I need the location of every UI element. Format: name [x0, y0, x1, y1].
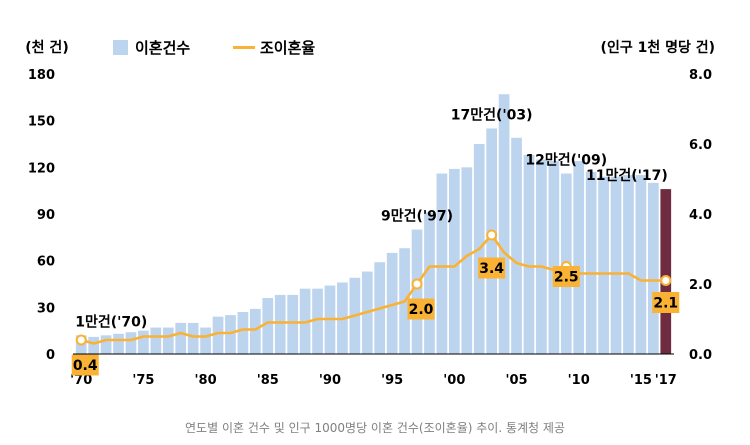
rate-label-2009: 2.5 [554, 270, 579, 286]
legend-swatch-divorces [113, 40, 128, 55]
bar-2011 [585, 172, 597, 354]
legend-label-divorces: 이혼건수 [135, 39, 190, 57]
bar-1986 [274, 294, 286, 354]
x-tick-label: '70 [70, 373, 92, 388]
bar-1995 [386, 252, 398, 354]
rate-label-1970: 0.4 [73, 358, 98, 374]
bar-1972 [100, 335, 112, 354]
rate-marker-2017 [660, 275, 672, 286]
rate-marker-1970 [75, 334, 87, 346]
annotation-1997: 9만건('97) [381, 208, 453, 225]
bar-2015 [635, 175, 647, 354]
left-tick-label: 30 [37, 301, 55, 316]
legend-label-rate: 조이혼율 [260, 39, 315, 57]
bar-2003 [486, 128, 498, 354]
x-tick-label: '90 [319, 373, 341, 388]
right-tick-label: 6.0 [689, 138, 712, 153]
left-tick-label: 0 [46, 348, 55, 363]
bar-1989 [312, 288, 323, 354]
divorce-trend-chart: 0 30 60 90 120 150 180 0.0 2.0 4.0 6.0 8.0 '70 '75 '80… [25, 39, 715, 388]
bar-2001 [461, 167, 473, 354]
left-axis-unit: (천 건) [25, 39, 68, 56]
x-tick-label: '80 [195, 373, 217, 388]
rate-marker-1997 [411, 278, 423, 290]
bar-2004 [498, 94, 510, 354]
bar-1977 [162, 327, 174, 354]
bar-series-divorces [75, 94, 672, 354]
rate-label-1997: 2.0 [409, 302, 434, 318]
annotation-2009: 12만건('09) [525, 152, 607, 169]
rate-label-box-1997 [407, 298, 435, 320]
bar-2005 [511, 137, 522, 354]
bar-1971 [88, 336, 100, 354]
bar-1983 [237, 312, 249, 354]
bar-2007 [536, 159, 547, 354]
bar-2000 [449, 168, 460, 354]
x-tick-label: '85 [257, 373, 279, 388]
right-tick-label: 0.0 [689, 348, 712, 363]
bar-1981 [212, 316, 224, 354]
x-tick-label: '17 [655, 373, 677, 388]
rate-label-box-2017 [652, 292, 680, 313]
legend: 이혼건수 조이혼율 [113, 39, 315, 57]
rate-marker-2003 [486, 229, 498, 241]
x-tick-label: '05 [505, 373, 527, 388]
bar-1997 [411, 229, 423, 354]
x-tick-label: '75 [132, 373, 154, 388]
bar-1984 [250, 308, 261, 354]
left-tick-label: 60 [37, 255, 55, 270]
annotation-2003: 17만건('03) [451, 106, 533, 123]
bar-2014 [623, 175, 634, 354]
annotations: 1만건('70) 9만건('97) 17만건('03) 12만건('09)11만건('… [71, 106, 680, 376]
x-tick-label: '00 [443, 373, 465, 388]
bar-1973 [113, 333, 124, 354]
rate-label-box-2009 [552, 266, 580, 287]
rate-label-box-1970 [71, 354, 99, 376]
bar-1987 [287, 294, 299, 354]
left-tick-label: 90 [37, 208, 55, 223]
bar-1982 [225, 315, 236, 354]
bar-2010 [573, 161, 585, 354]
bar-1978 [175, 322, 187, 354]
bar-1976 [150, 327, 162, 354]
bar-2017 [660, 189, 672, 354]
x-tick-label: '95 [381, 373, 403, 388]
right-tick-label: 4.0 [689, 208, 712, 223]
bar-1975 [138, 330, 149, 354]
rate-label-2003: 3.4 [479, 261, 504, 277]
x-tick-label: '15 [630, 373, 652, 388]
right-axis-unit: (인구 1천 명당 건) [601, 39, 715, 56]
right-tick-label: 2.0 [689, 278, 712, 293]
bar-1999 [436, 173, 448, 354]
rate-label-box-2003 [478, 257, 506, 279]
x-tick-label: '10 [568, 373, 590, 388]
bar-2012 [598, 176, 609, 354]
bar-1974 [125, 332, 137, 354]
bar-1998 [424, 212, 435, 354]
axes: 0 30 60 90 120 150 180 0.0 2.0 4.0 6.0 8.0 '70 '75 '80… [25, 39, 715, 388]
bar-1985 [262, 298, 274, 354]
bar-2013 [610, 176, 622, 354]
bar-2016 [648, 182, 659, 354]
bar-1979 [187, 322, 199, 354]
figure-caption: 연도별 이혼 건수 및 인구 1000명당 이혼 건수(조이혼율) 추이. 통계… [185, 421, 565, 435]
annotation-1970: 1만건('70) [75, 313, 147, 330]
left-tick-label: 180 [28, 68, 55, 83]
bar-2006 [523, 154, 535, 354]
bar-1980 [200, 327, 211, 354]
rate-label-2017: 2.1 [653, 296, 678, 312]
bar-2008 [548, 161, 560, 354]
right-tick-label: 8.0 [689, 68, 712, 83]
left-tick-label: 120 [28, 161, 55, 176]
annotation-2017: 11만건('17) [586, 167, 668, 184]
left-tick-label: 150 [28, 115, 55, 130]
